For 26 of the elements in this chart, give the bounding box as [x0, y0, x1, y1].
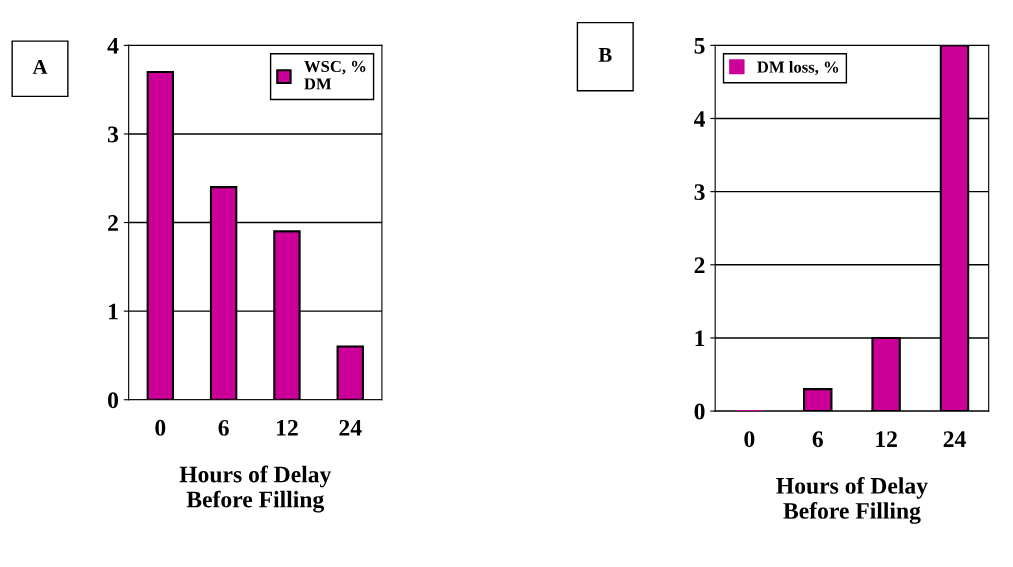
y-tick-label: 0: [694, 403, 705, 420]
x-tick-label: 24: [339, 419, 362, 436]
x-tick-label: 0: [744, 431, 755, 448]
legend-label: DM loss, %: [757, 60, 839, 76]
y-tick-label: 2: [694, 257, 705, 273]
legend-label: WSC, % DM: [304, 60, 366, 90]
y-tick-label: 4: [693, 111, 706, 127]
x-tick-label: 0: [155, 419, 166, 436]
x-axis-title: Hours of Delay Before Filling: [776, 476, 928, 524]
y-tick-label: 0: [108, 392, 119, 409]
y-tick-label: 3: [108, 126, 119, 143]
x-tick-label: 6: [218, 419, 229, 436]
x-tick-label: 12: [876, 431, 897, 447]
bar: [336, 345, 364, 400]
x-tick-label: 24: [943, 431, 966, 447]
text: A: [32, 60, 48, 74]
chart-title: B: [598, 48, 612, 62]
x-tick-label: 6: [812, 431, 823, 448]
y-tick-label: 3: [694, 184, 705, 201]
y-tick-label: 5: [694, 38, 705, 54]
x-axis-title: Hours of Delay Before Filling: [179, 465, 332, 513]
y-tick-label: 1: [695, 330, 705, 347]
y-tick-label: 1: [109, 303, 118, 320]
y-tick-label: 4: [107, 38, 119, 54]
x-tick-label: 12: [277, 419, 298, 436]
y-tick-label: 2: [108, 215, 118, 231]
